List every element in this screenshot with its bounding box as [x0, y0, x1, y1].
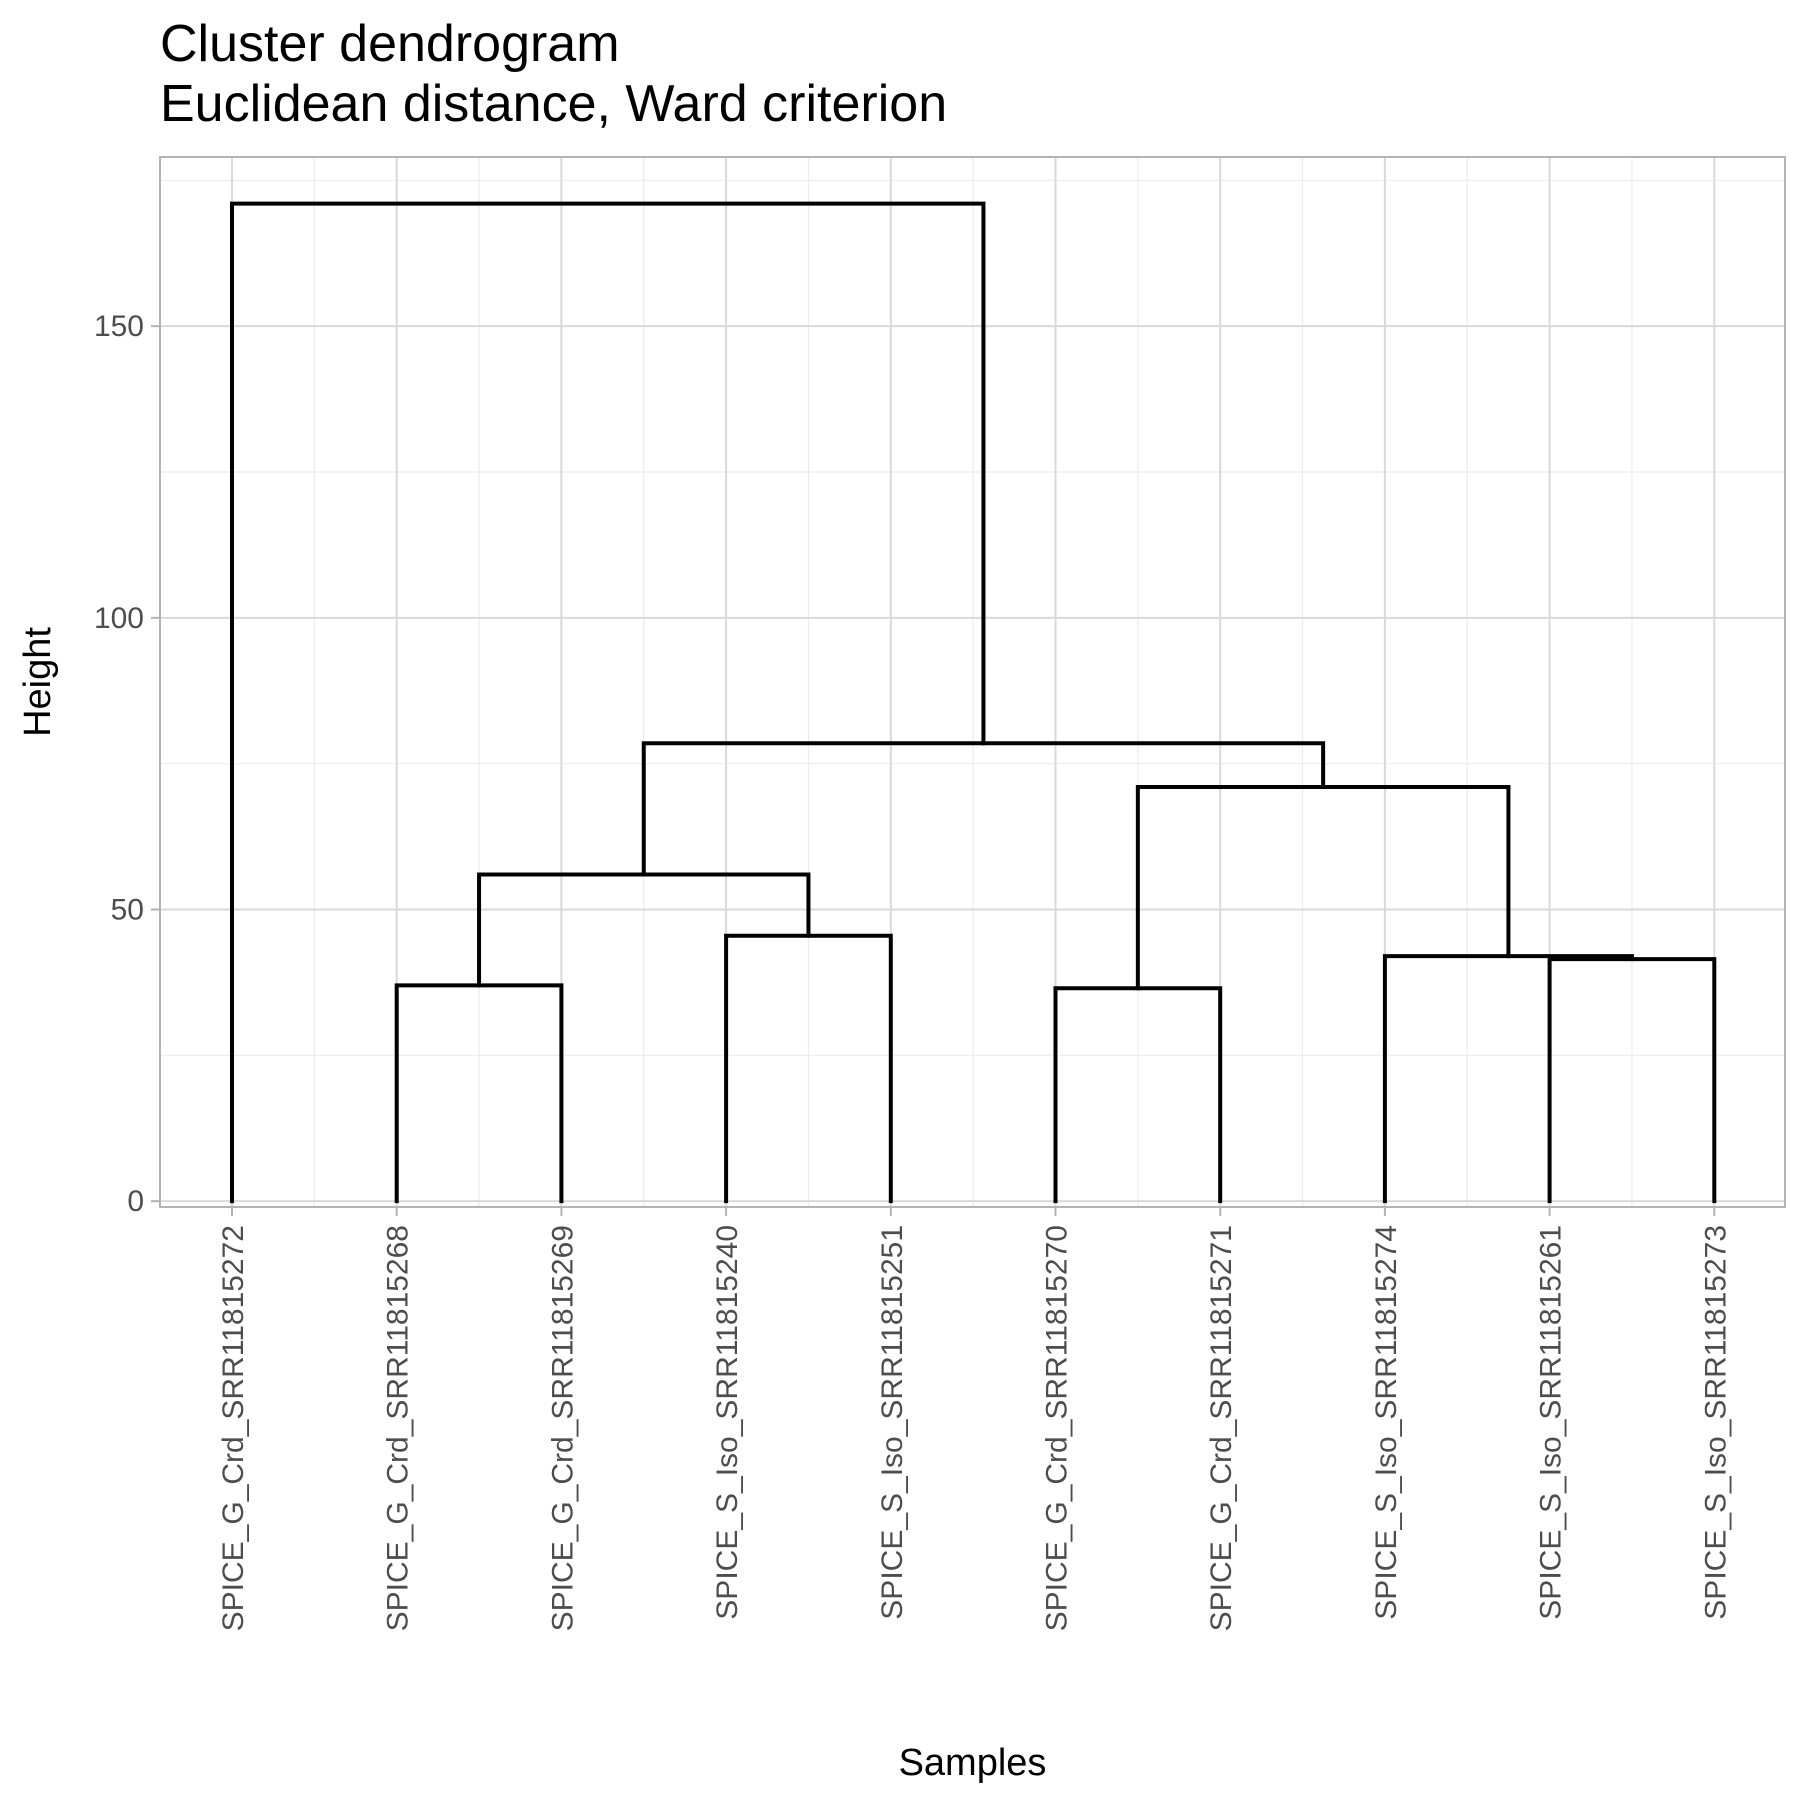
dendrogram-tree	[230, 201, 1717, 1204]
x-tick-label: SPICE_S_Iso_SRR11815273	[1699, 1225, 1732, 1620]
minor-gridlines	[160, 157, 1785, 1207]
x-tick-label: SPICE_G_Crd_SRR11815270	[1041, 1225, 1074, 1631]
x-tick-label: SPICE_S_Iso_SRR11815240	[711, 1225, 744, 1620]
major-gridlines	[160, 157, 1785, 1207]
dendrogram-link	[230, 201, 986, 1204]
y-tick-label: 50	[111, 894, 144, 927]
chart-title-block: Cluster dendrogram Euclidean distance, W…	[160, 14, 947, 134]
x-tick-label: SPICE_S_Iso_SRR11815274	[1370, 1225, 1403, 1620]
x-tick-label: SPICE_G_Crd_SRR11815269	[546, 1225, 579, 1631]
chart-subtitle: Euclidean distance, Ward criterion	[160, 75, 948, 133]
dendrogram-link	[641, 741, 1326, 877]
y-tick-label: 0	[127, 1185, 144, 1218]
y-axis-title: Height	[17, 627, 59, 737]
axis-ticks	[151, 325, 1716, 1216]
x-tick-label: SPICE_G_Crd_SRR11815272	[217, 1225, 250, 1631]
dendrogram-link	[1382, 954, 1634, 1204]
x-tick-labels: SPICE_G_Crd_SRR11815272 SPICE_G_Crd_SRR11…	[217, 1225, 1732, 1631]
x-tick-label: SPICE_S_Iso_SRR11815251	[876, 1225, 909, 1620]
plot-panel	[159, 156, 1786, 1208]
y-tick-label: 100	[94, 602, 144, 635]
y-tick-labels: 0 50 100 150	[94, 310, 144, 1218]
x-tick-label: SPICE_G_Crd_SRR11815271	[1205, 1225, 1238, 1631]
chart-title: Cluster dendrogram	[160, 15, 620, 73]
x-tick-label: SPICE_S_Iso_SRR11815261	[1535, 1225, 1568, 1620]
x-axis-title: Samples	[899, 1742, 1047, 1784]
y-tick-label: 150	[94, 310, 144, 343]
x-tick-label: SPICE_G_Crd_SRR11815268	[382, 1225, 415, 1631]
